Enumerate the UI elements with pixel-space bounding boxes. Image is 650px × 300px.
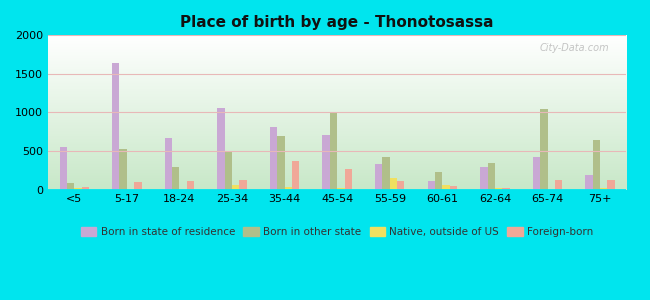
Bar [586, 175, 593, 190]
Bar [608, 180, 615, 190]
Bar [322, 135, 330, 190]
Bar [112, 63, 120, 190]
Bar [480, 167, 488, 190]
Bar [428, 181, 435, 190]
Bar [187, 181, 194, 190]
Bar [540, 110, 547, 190]
Bar [134, 182, 142, 190]
Bar [600, 188, 608, 190]
Bar [120, 149, 127, 190]
Bar [285, 187, 292, 190]
Bar [278, 136, 285, 190]
Bar [555, 180, 562, 190]
Bar [435, 172, 443, 190]
Bar [270, 127, 278, 190]
Bar [495, 188, 502, 190]
Bar [330, 113, 337, 190]
Bar [443, 185, 450, 190]
Bar [533, 157, 540, 190]
Legend: Born in state of residence, Born in other state, Native, outside of US, Foreign-: Born in state of residence, Born in othe… [77, 223, 598, 241]
Bar [382, 157, 390, 190]
Bar [172, 167, 179, 190]
Bar [502, 188, 510, 190]
Bar [164, 138, 172, 190]
Bar [397, 181, 404, 190]
Title: Place of birth by age - Thonotosassa: Place of birth by age - Thonotosassa [181, 15, 494, 30]
Bar [292, 161, 299, 190]
Bar [337, 188, 345, 190]
Bar [239, 180, 247, 190]
Bar [217, 108, 225, 190]
Bar [390, 178, 397, 190]
Bar [67, 183, 74, 190]
Bar [375, 164, 382, 190]
Bar [488, 164, 495, 190]
Text: City-Data.com: City-Data.com [540, 43, 609, 53]
Bar [60, 147, 67, 190]
Bar [593, 140, 600, 190]
Bar [82, 187, 89, 190]
Bar [450, 186, 457, 190]
Bar [225, 151, 232, 190]
Bar [344, 169, 352, 190]
Bar [74, 188, 82, 190]
Bar [232, 185, 239, 190]
